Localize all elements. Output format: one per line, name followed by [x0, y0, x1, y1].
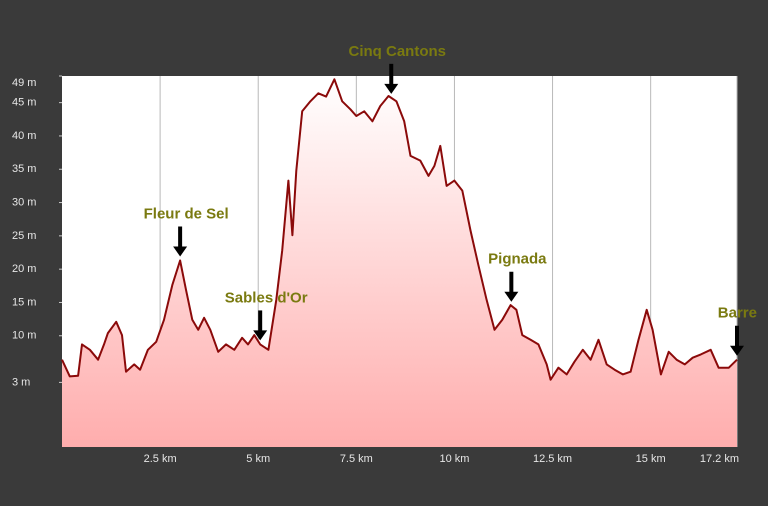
- annotation-arrow-head: [730, 345, 744, 356]
- annotation-label: Cinq Cantons: [349, 43, 447, 60]
- y-tick-label: 40 m: [12, 130, 36, 142]
- y-tick-label: 25 m: [12, 230, 36, 242]
- y-tick-label: 10 m: [12, 330, 36, 342]
- x-tick-label: 7.5 km: [340, 453, 373, 465]
- y-tick-label: 35 m: [12, 163, 36, 175]
- y-tick-label: 3 m: [12, 376, 30, 388]
- elevation-line: [61, 78, 738, 381]
- annotation-label: Fleur de Sel: [144, 205, 229, 222]
- y-tick-label: 45 m: [12, 97, 36, 109]
- y-tick-label: 20 m: [12, 263, 36, 275]
- x-tick-label: 10 km: [439, 453, 469, 465]
- annotation-label: Barre: [718, 305, 757, 322]
- x-tick-label: 5 km: [246, 453, 270, 465]
- annotation-label: Sables d'Or: [225, 289, 308, 306]
- y-tick-label: 30 m: [12, 196, 36, 208]
- elevation-area: [62, 79, 737, 448]
- annotation-arrow-head: [504, 291, 519, 302]
- x-tick-label: 17.2 km: [700, 453, 739, 465]
- annotation-arrow-head: [253, 330, 268, 341]
- y-tick-label: 49 m: [12, 77, 36, 89]
- x-tick-label: 15 km: [636, 453, 666, 465]
- annotation-arrow-head: [384, 83, 399, 94]
- x-tick-label: 12.5 km: [533, 453, 572, 465]
- annotation-arrow-head: [173, 246, 188, 257]
- y-tick-label: 15 m: [12, 296, 36, 308]
- x-tick-label: 2.5 km: [144, 453, 177, 465]
- annotation-label: Pignada: [488, 251, 547, 268]
